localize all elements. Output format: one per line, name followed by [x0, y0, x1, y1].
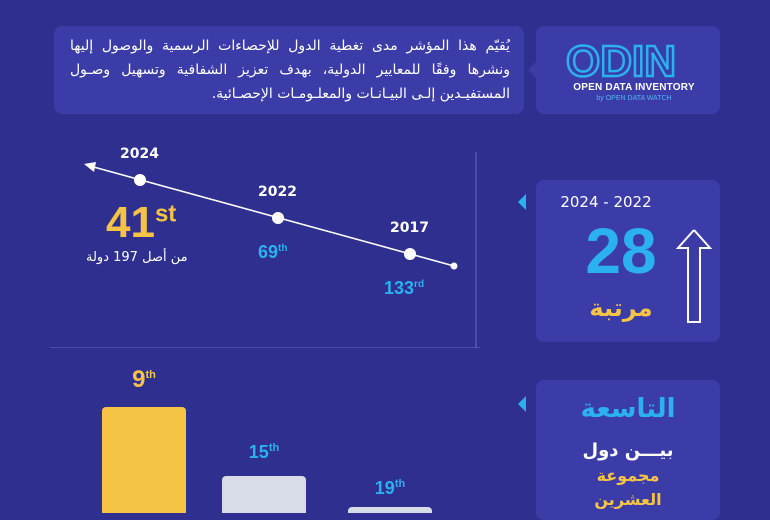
timeline-line	[89, 165, 455, 267]
g20-card: التاسعة بيـــن دول مجموعة العشرين	[536, 380, 720, 520]
timeline-end-dot	[450, 262, 458, 270]
rank-2017-suffix: rd	[414, 279, 425, 290]
rank-2024-number: 41	[106, 198, 155, 247]
g20-rank-title: التاسعة	[580, 394, 676, 424]
logo-byline: by OPEN DATA WATCH	[596, 95, 672, 102]
bar-15th-number: 15	[248, 442, 269, 462]
bar-9th-label: 9th	[102, 366, 186, 394]
bar-9th-number: 9	[132, 366, 146, 393]
bar-19th-label: 19th	[348, 478, 432, 499]
year-label-2017: 2017	[390, 220, 429, 236]
bar-15th-suffix: th	[268, 442, 280, 454]
speech-tail	[528, 62, 536, 78]
up-arrow-icon	[675, 229, 713, 323]
pointer-marker	[518, 396, 526, 412]
pointer-marker	[518, 194, 526, 210]
odin-logo-card: ODIN OPEN DATA INVENTORY by OPEN DATA WA…	[528, 26, 720, 114]
bar-19th	[348, 507, 432, 513]
rank-2017: 133rd	[384, 278, 424, 299]
bar-15th-label: 15th	[222, 442, 306, 463]
timeline-point-2017	[404, 248, 416, 260]
description-text: يُقيّم هذا المؤشر مدى تغطية الدول للإحصا…	[70, 38, 510, 102]
logo-subtitle: OPEN DATA INVENTORY	[573, 82, 695, 93]
improvement-label: مرتبة	[589, 294, 653, 322]
bar-9th	[102, 407, 186, 513]
rank-timeline	[50, 152, 480, 348]
g20-line-1: بيـــن دول	[582, 440, 674, 461]
rank-2022-number: 69	[258, 242, 279, 262]
bar-19th-suffix: th	[394, 478, 406, 490]
timeline-point-2022	[272, 212, 284, 224]
rank-2024: 41st	[106, 198, 176, 248]
timeline-point-2024	[134, 174, 146, 186]
bar-9th-suffix: th	[145, 369, 156, 381]
g20-line-2: مجموعة	[596, 466, 660, 485]
year-label-2024: 2024	[120, 146, 159, 162]
rank-2022-suffix: th	[278, 243, 288, 254]
total-countries-note: من أصل 197 دولة	[86, 250, 188, 265]
rank-2024-suffix: st	[154, 200, 177, 228]
improvement-years: 2024 - 2022	[560, 193, 652, 211]
rank-2022: 69th	[258, 242, 287, 263]
bar-19th-number: 19	[374, 478, 395, 498]
year-label-2022: 2022	[258, 184, 297, 200]
improvement-card: 2024 - 2022 28 مرتبة	[536, 180, 720, 342]
g20-rank-bars: 9th 15th 19th	[60, 360, 500, 513]
bar-15th	[222, 476, 306, 513]
improvement-value: 28	[585, 215, 657, 287]
logo-word: ODIN	[566, 38, 676, 82]
description-card: يُقيّم هذا المؤشر مدى تغطية الدول للإحصا…	[54, 26, 524, 114]
rank-2017-number: 133	[384, 278, 415, 298]
odin-logo: ODIN	[566, 38, 677, 82]
timeline-arrowhead-icon	[84, 162, 96, 172]
g20-line-3: العشرين	[594, 490, 662, 509]
